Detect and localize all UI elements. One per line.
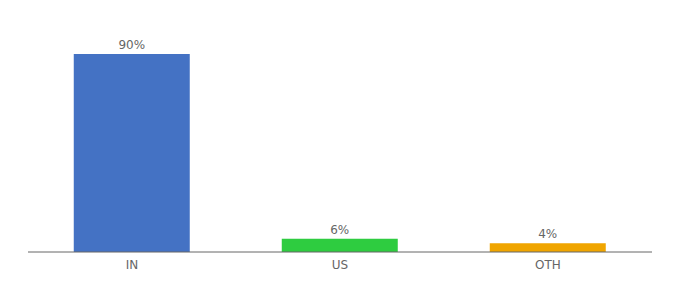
svg-text:US: US <box>332 258 348 272</box>
svg-text:6%: 6% <box>330 223 349 237</box>
svg-text:IN: IN <box>126 258 139 272</box>
svg-text:OTH: OTH <box>535 258 561 272</box>
svg-text:4%: 4% <box>538 227 557 241</box>
svg-text:90%: 90% <box>118 38 145 52</box>
